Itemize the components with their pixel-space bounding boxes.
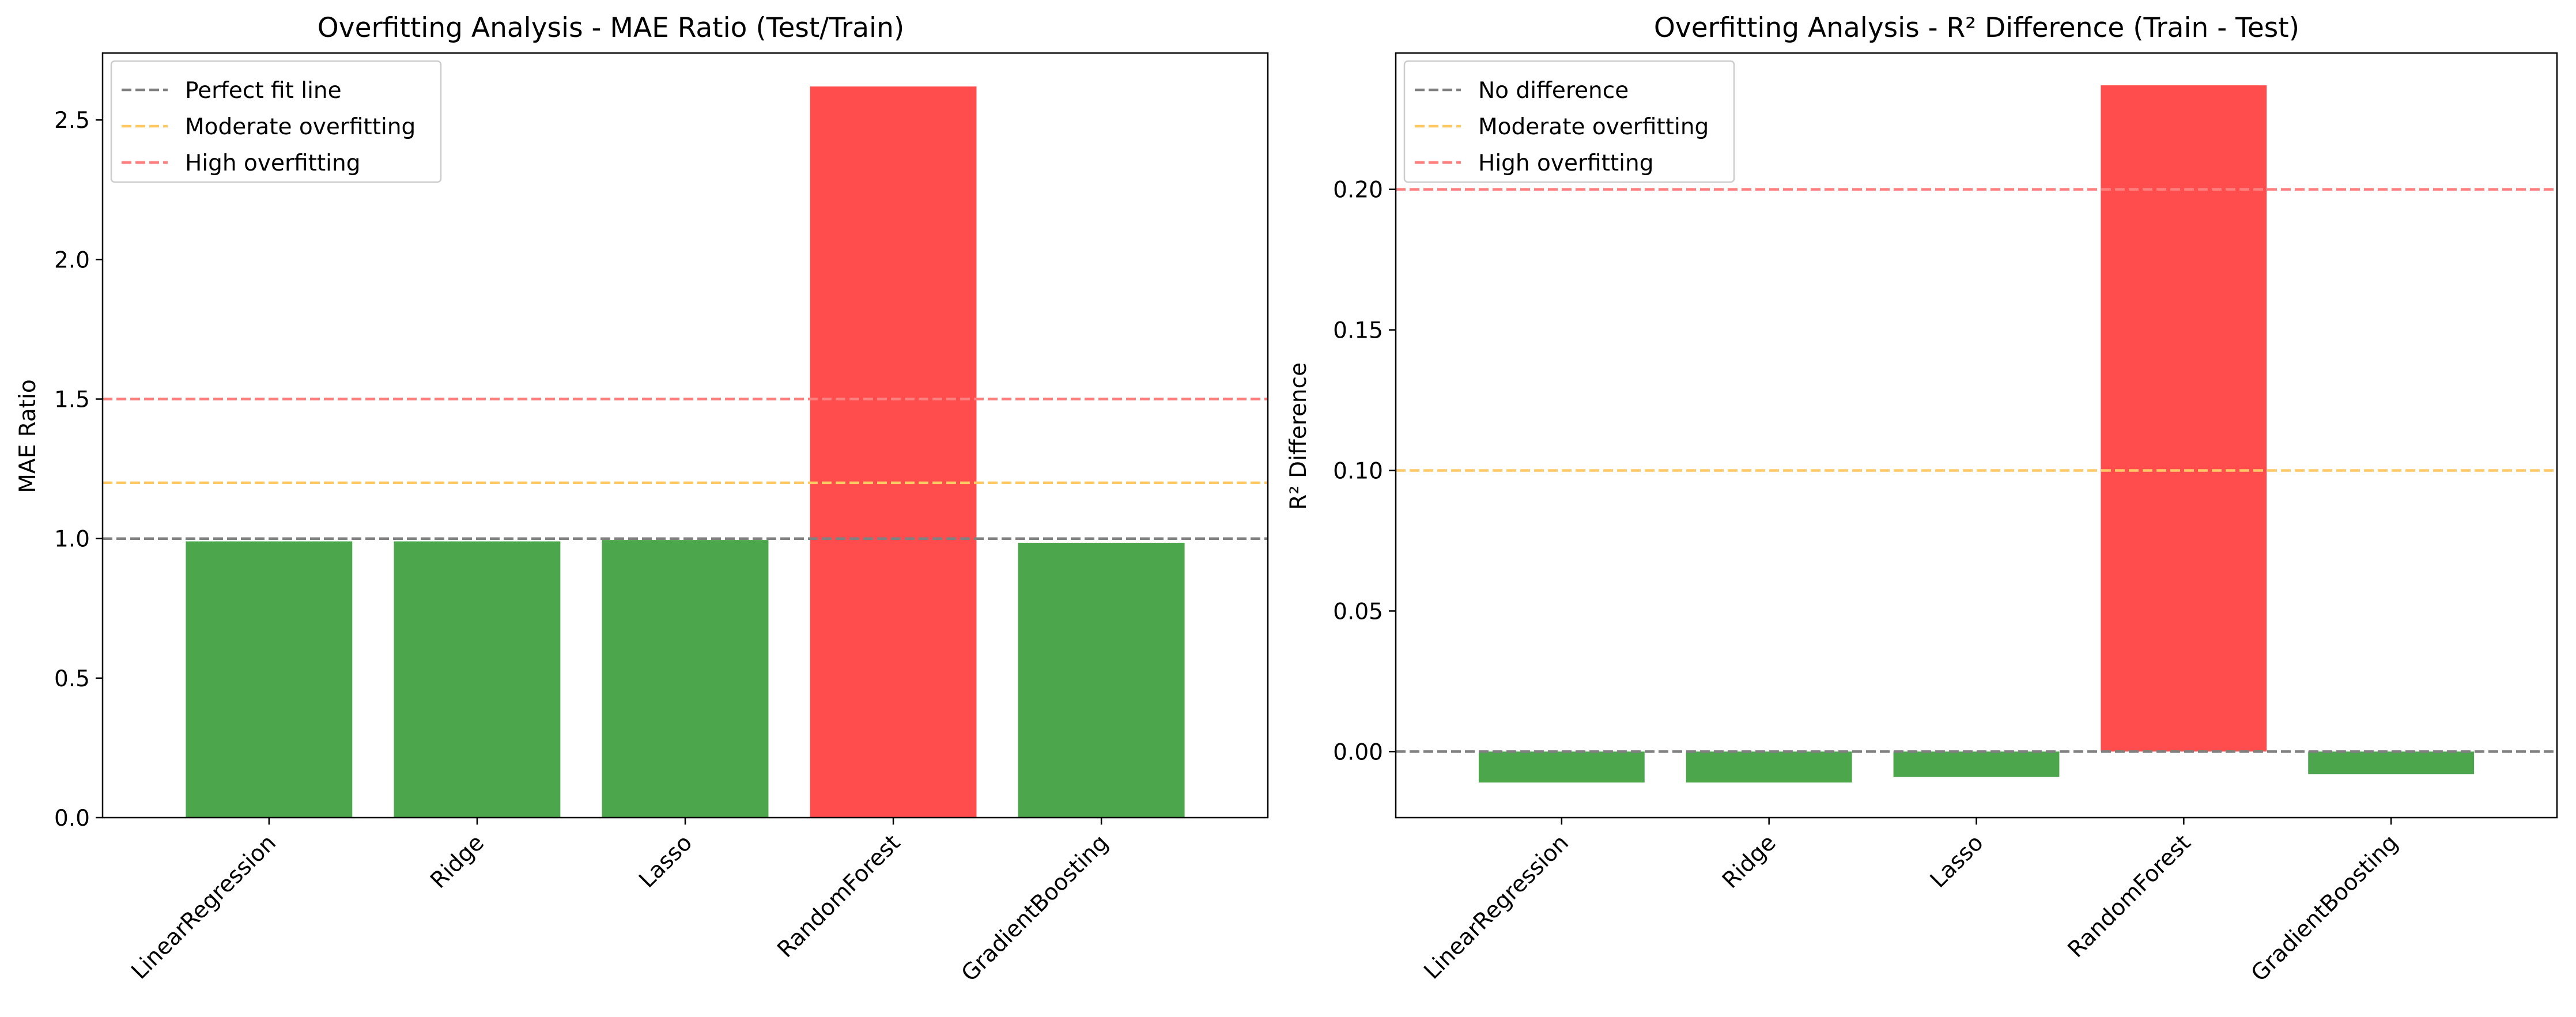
r2-difference-bar-linearregression (1478, 751, 1645, 783)
mae-ratio-y-tick-label-5: 2.5 (54, 108, 90, 134)
mae-ratio-bar-randomforest (810, 86, 977, 818)
r2-difference-y-tick-label-0: 0.00 (1333, 739, 1383, 765)
r2-difference-y-tick-label-1: 0.05 (1333, 599, 1383, 625)
mae-ratio-y-tick-label-1: 0.5 (54, 666, 90, 692)
mae-ratio-legend-label-1: Moderate overfitting (185, 114, 416, 140)
mae-ratio-legend-label-0: Perfect fit line (185, 78, 342, 104)
r2-difference-title: Overfitting Analysis - R² Difference (Tr… (1654, 12, 2299, 44)
mae-ratio-bars (186, 86, 1185, 818)
mae-ratio-y-tick-label-2: 1.0 (54, 527, 90, 553)
mae-ratio-y-tick-label-4: 2.0 (54, 247, 90, 273)
mae-ratio-bar-linearregression (186, 541, 353, 818)
mae-ratio-legend-box (110, 60, 442, 183)
mae-ratio-legend-label-2: High overfitting (185, 150, 360, 176)
mae-ratio-ylabel: MAE Ratio (15, 379, 41, 493)
r2-difference-legend-label-1: Moderate overfitting (1478, 114, 1709, 140)
r2-difference-y-tick-label-2: 0.10 (1333, 458, 1383, 484)
mae-ratio-y-tick-label-0: 0.0 (54, 806, 90, 831)
r2-difference-legend-box (1403, 60, 1735, 183)
r2-difference-legend-label-2: High overfitting (1478, 150, 1653, 176)
mae-ratio-bar-ridge (394, 541, 561, 818)
r2-difference-bar-randomforest (2101, 85, 2267, 752)
r2-difference-ylabel: R² Difference (1286, 362, 1312, 510)
mae-ratio-bar-lasso (602, 540, 769, 818)
mae-ratio-panel: Overfitting Analysis - MAE Ratio (Test/T… (15, 12, 1269, 987)
r2-difference-y-tick-label-3: 0.15 (1333, 318, 1383, 344)
mae-ratio-legend: Perfect fit line Moderate overfitting High… (110, 60, 442, 183)
r2-difference-bar-ridge (1686, 751, 1852, 783)
mae-ratio-y-tick-label-3: 1.5 (54, 387, 90, 413)
mae-ratio-reference-lines (103, 398, 1268, 540)
r2-difference-bar-gradientboosting (2308, 751, 2475, 774)
r2-difference-y-tick-label-4: 0.20 (1333, 177, 1383, 203)
r2-difference-y-axis: 0.00 0.05 0.10 0.15 0.20 (1333, 177, 1396, 765)
r2-difference-bar-lasso (1893, 751, 2060, 777)
mae-ratio-y-axis: 0.0 0.5 1.0 1.5 2.0 2.5 (54, 108, 103, 831)
r2-difference-legend: No difference Moderate overfitting High ov… (1403, 60, 1735, 183)
mae-ratio-title: Overfitting Analysis - MAE Ratio (Test/T… (318, 12, 904, 44)
r2-difference-bars (1478, 85, 2475, 783)
mae-ratio-bar-gradientboosting (1018, 542, 1185, 818)
r2-difference-legend-label-0: No difference (1478, 78, 1629, 104)
